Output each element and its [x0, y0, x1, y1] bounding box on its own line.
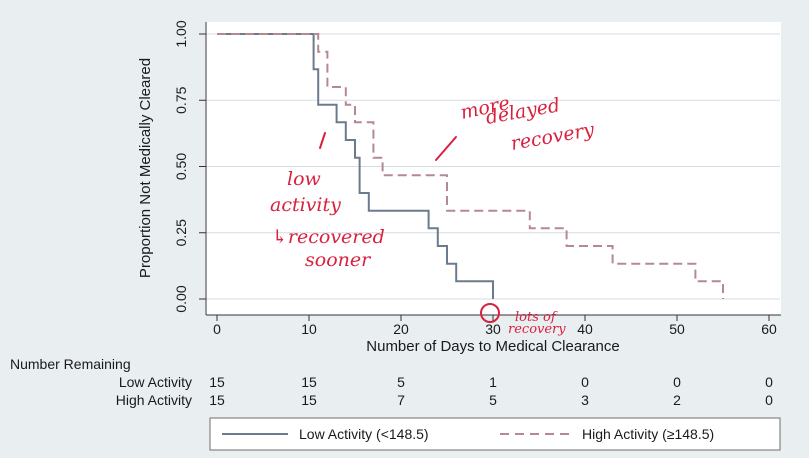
y-tick-label: 1.00 [173, 20, 189, 47]
risk-table-title: Number Remaining [10, 356, 131, 372]
annotation-activity: activity [270, 194, 341, 216]
x-tick-label: 60 [761, 321, 777, 337]
risk-count: 7 [397, 392, 405, 408]
annotation-lots-of: lots of [515, 310, 558, 325]
x-axis-title: Number of Days to Medical Clearance [366, 338, 619, 355]
risk-table: Number Remaining Low Activity High Activ… [10, 356, 773, 408]
legend: Low Activity (<148.5) High Activity (≥14… [209, 417, 781, 451]
risk-row-label-low: Low Activity [119, 374, 192, 390]
annotation-circle [480, 303, 500, 323]
risk-count: 0 [765, 374, 773, 390]
legend-label-high: High Activity (≥148.5) [582, 426, 714, 442]
risk-count: 0 [673, 374, 681, 390]
x-tick-label: 20 [393, 321, 409, 337]
risk-count: 15 [209, 374, 225, 390]
risk-count: 15 [301, 374, 317, 390]
risk-count: 0 [581, 374, 589, 390]
x-tick-label: 10 [301, 321, 317, 337]
annotation-arrow-low [319, 132, 326, 149]
risk-count: 0 [765, 392, 773, 408]
axes: 0.00 0.25 0.50 0.75 1.00 0 10 20 30 40 50 60 [173, 20, 781, 337]
risk-row-label-high: High Activity [116, 392, 192, 408]
x-tick-label: 0 [213, 321, 221, 337]
legend-box [209, 417, 781, 451]
risk-count: 15 [301, 392, 317, 408]
risk-count: 15 [209, 392, 225, 408]
x-tick-label: 50 [669, 321, 685, 337]
risk-count: 2 [673, 392, 681, 408]
annotation-arrow-high [435, 136, 457, 161]
series-line-low-activity [217, 33, 494, 299]
y-tick-label: 0.25 [173, 219, 189, 246]
y-tick-label: 0.75 [173, 86, 189, 113]
y-axis-title: Proportion Not Medically Cleared [137, 58, 154, 278]
plot-background [205, 22, 781, 315]
risk-count: 3 [581, 392, 589, 408]
series-layer [217, 33, 724, 299]
legend-label-low: Low Activity (<148.5) [299, 426, 429, 442]
annotation-low: low [287, 168, 321, 190]
annotation-lots-recovery: recovery [508, 322, 566, 337]
risk-count: 5 [489, 392, 497, 408]
risk-count: 1 [489, 374, 497, 390]
annotation-recovered: ↳recovered [272, 226, 385, 248]
grid-lines [206, 33, 780, 300]
x-tick-label: 40 [577, 321, 593, 337]
risk-count: 5 [397, 374, 405, 390]
y-tick-label: 0.00 [173, 285, 189, 312]
x-tick-label: 30 [485, 321, 501, 337]
y-tick-label: 0.50 [173, 153, 189, 180]
annotation-sooner: sooner [305, 249, 372, 271]
